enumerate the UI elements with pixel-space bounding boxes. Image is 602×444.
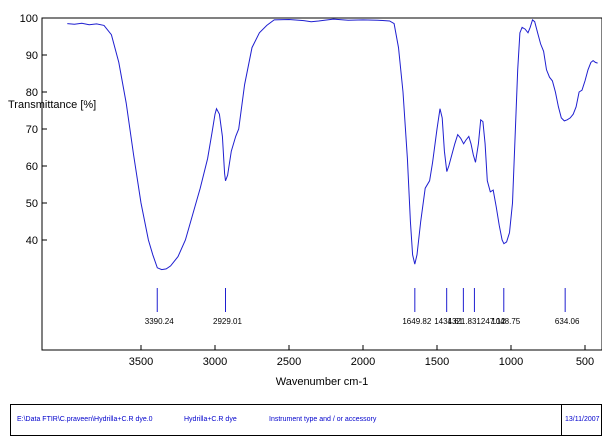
footer-divider [561, 405, 562, 435]
y-tick-label: 80 [26, 87, 38, 99]
y-tick-label: 100 [20, 13, 38, 25]
peak-label: 1649.82 [402, 317, 431, 326]
x-axis-label: Wavenumber cm-1 [276, 376, 369, 388]
y-tick-label: 60 [26, 161, 38, 173]
y-tick-label: 70 [26, 124, 38, 136]
spectrum-line [67, 18, 598, 271]
sample-name-text: Hydrilla+C.R dye [184, 416, 237, 423]
peak-label: 1321.831247.12 [448, 317, 506, 326]
plot-frame [41, 17, 602, 351]
x-tick-label: 2500 [277, 356, 301, 368]
footer-info-bar: E:\Data FTIR\C.praveen\Hydrilla+C.R dye.… [10, 404, 602, 436]
x-tick-label: 3000 [203, 356, 227, 368]
date-text: 13/11/2007 [565, 416, 600, 423]
peak-label: 1048.75 [491, 317, 520, 326]
peak-markers: 3390.24 2929.01 1649.82 1434.611321.831247.… [145, 288, 580, 326]
x-tick-label: 3500 [129, 356, 153, 368]
y-tick-label: 50 [26, 198, 38, 210]
peak-label: 634.06 [555, 317, 580, 326]
x-tick-label: 500 [576, 356, 594, 368]
peak-label: 1434.61 [434, 317, 463, 326]
y-axis-ticks: 40 50 60 70 80 90 100 [20, 13, 47, 247]
ftir-spectrum-chart: 40 50 60 70 80 90 100 3500 3000 2500 2000 1500 1000… [8, 13, 602, 388]
peak-label: 3390.24 [145, 317, 174, 326]
x-axis-ticks: 3500 3000 2500 2000 1500 1000 500 [129, 345, 594, 368]
x-tick-label: 2000 [351, 356, 375, 368]
y-tick-label: 40 [26, 235, 38, 247]
file-path-text: E:\Data FTIR\C.praveen\Hydrilla+C.R dye.… [17, 416, 153, 423]
y-tick-label: 90 [26, 50, 38, 62]
peak-label: 2929.01 [213, 317, 242, 326]
y-axis-label: Transmittance [%] [8, 99, 96, 111]
x-tick-label: 1000 [499, 356, 523, 368]
x-tick-label: 1500 [425, 356, 449, 368]
instrument-text: Instrument type and / or accessory [269, 416, 377, 423]
